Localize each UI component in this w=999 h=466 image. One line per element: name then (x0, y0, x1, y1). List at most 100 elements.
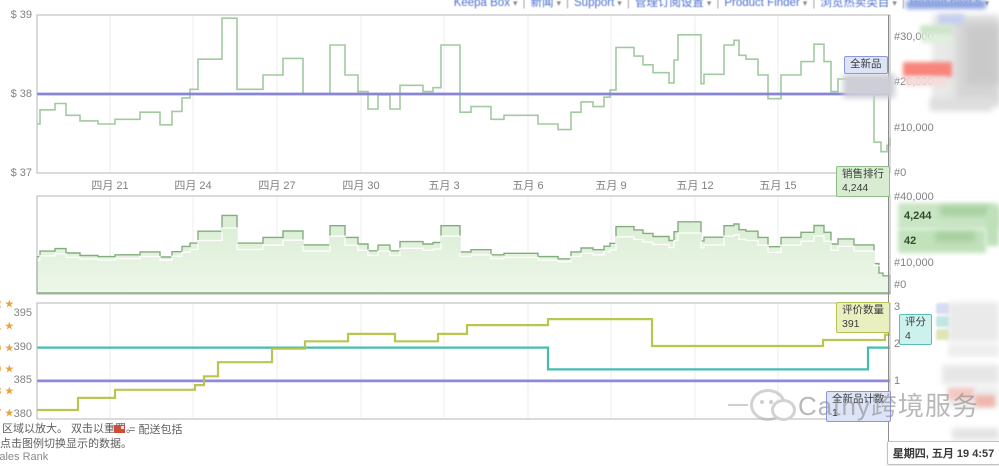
review-count-title: 评价数量 (842, 304, 884, 316)
legend-hint: 点击图例切换显示的数据。 (0, 438, 132, 450)
nav-link-6[interactable]: 浏览热卖类目 (820, 0, 890, 9)
nav-link-5[interactable]: Product Finder (724, 0, 800, 9)
censored-block (952, 428, 999, 440)
x-axis-tick: 四月 27 (258, 180, 296, 192)
star-rating-tick: 4.2 ★ (0, 298, 15, 311)
censored-block (936, 303, 949, 314)
y-axis-tick-left: 380 (13, 408, 32, 421)
y-axis-tick-left: $ 37 (10, 167, 32, 179)
censored-block (975, 395, 995, 407)
y-axis-tick-right: 1 (894, 374, 901, 387)
nav-separator: | (522, 0, 526, 9)
censored-block (921, 35, 951, 43)
nav-link-2[interactable]: 新闻 (530, 0, 554, 9)
y-axis-tick-right: 3 (894, 301, 901, 314)
new-count-title: 全新品计数 (832, 393, 885, 405)
shipping-truck-icon (114, 425, 125, 433)
y-axis-tick-right: #0 (894, 167, 907, 179)
y-axis-tick-right: #10,000 (894, 121, 934, 134)
sales-rank-value: 4,244 (842, 181, 869, 194)
new-count-label[interactable]: 全新品计数 1 (826, 391, 891, 423)
y-axis-tick-left: 390 (13, 340, 32, 353)
censored-block (843, 74, 895, 98)
nav-link-3[interactable]: Support (574, 0, 615, 9)
x-axis-tick: 四月 21 (91, 180, 129, 192)
censored-block (935, 232, 975, 242)
x-axis-tick: 五月 12 (676, 180, 714, 192)
sales-rank-title: 销售排行 (842, 168, 884, 180)
nav-link-4[interactable]: 管理订阅设置 (634, 0, 704, 9)
star-rating-tick: 3.7 ★ (0, 407, 15, 420)
rating-title: 评分 (905, 316, 926, 328)
star-rating-tick: 4.0 ★ (0, 342, 15, 355)
x-axis-tick: 五月 3 (428, 180, 460, 192)
star-rating-tick: 3.8 ★ (0, 385, 15, 398)
reviews-rating-border (36, 302, 891, 420)
censored-block (903, 62, 952, 77)
sales-rank-overview-series-1 (37, 227, 891, 270)
rank-band-value-2: 42 (904, 235, 917, 247)
shipping-legend: = 配送包括 (114, 421, 182, 437)
star-rating-tick: 4.1 ★ (0, 320, 15, 333)
y-axis-tick-left: $ 38 (10, 88, 32, 100)
y-axis-tick-left: 385 (13, 374, 32, 387)
y-axis-tick-left: $ 39 (10, 9, 32, 21)
y-axis-tick-right: #0 (894, 279, 907, 292)
new-price-label-text: 全新品 (850, 58, 882, 70)
censored-block (966, 25, 999, 85)
y-axis-tick-right: 2 (894, 338, 901, 350)
censored-block (930, 98, 992, 111)
chevron-down-icon: ▾ (706, 0, 712, 8)
review-count-value: 391 (842, 317, 860, 330)
new-price-label[interactable]: 全新品 (844, 56, 888, 74)
sales-rank-label[interactable]: 销售排行 4,244 (836, 166, 890, 198)
y-axis-tick-right: #10,000 (894, 257, 934, 270)
review-count-label[interactable]: 评价数量 391 (836, 302, 890, 334)
sales-rank-overview-area (36, 214, 891, 294)
x-axis-tick: 五月 9 (595, 180, 627, 192)
star-rating-tick: 3.9 ★ (0, 363, 15, 376)
new-count-value: 1 (832, 406, 838, 419)
sales-rank-overview-border (36, 195, 891, 295)
censored-block (942, 365, 999, 384)
y-axis-tick-left: 395 (13, 307, 32, 320)
crosshair-datetime-tooltip: 星期四, 五月 19 4:57 (887, 441, 999, 465)
nav-separator: | (812, 0, 816, 9)
nav-separator: | (566, 0, 570, 9)
chevron-down-icon: ▾ (556, 0, 562, 8)
x-axis-tick: 四月 24 (174, 180, 212, 192)
censored-block (905, 77, 947, 86)
sales-rank-axis-label: Sales Rank (0, 451, 49, 463)
x-axis-tick: 四月 30 (342, 180, 380, 192)
nav-link-1[interactable]: Keepa Box (453, 0, 510, 9)
zoom-hint: 区域以放大。 双击以重置。 (2, 423, 138, 435)
rating-label[interactable]: 评分 4 (899, 314, 932, 346)
censored-block (936, 329, 949, 340)
chevron-down-icon: ▾ (892, 0, 897, 8)
reviews-rating-series-1 (37, 346, 890, 371)
nav-separator: | (626, 0, 630, 9)
censored-block (906, 0, 986, 9)
censored-block (948, 344, 999, 357)
rating-value: 4 (905, 329, 911, 342)
x-axis-tick: 五月 15 (759, 180, 797, 192)
chevron-down-icon: ▾ (512, 0, 518, 8)
nav-separator: | (716, 0, 720, 9)
price-history-series-0 (37, 17, 891, 153)
censored-block (938, 14, 964, 25)
censored-block (948, 302, 999, 342)
rank-band-value-1: 4,244 (904, 210, 932, 222)
shipping-legend-text: = 配送包括 (129, 424, 183, 436)
chevron-down-icon: ▾ (802, 0, 808, 8)
censored-block (940, 206, 990, 216)
chevron-down-icon: ▾ (617, 0, 622, 8)
nav-separator: | (901, 0, 905, 9)
censored-block (936, 316, 949, 327)
x-axis-tick: 五月 6 (512, 180, 544, 192)
censored-block (948, 388, 974, 400)
censored-block (986, 208, 999, 246)
censored-block (920, 25, 953, 35)
crosshair-datetime: 星期四, 五月 19 4:57 (892, 448, 995, 460)
y-axis-tick-right: #40,000 (894, 191, 934, 204)
